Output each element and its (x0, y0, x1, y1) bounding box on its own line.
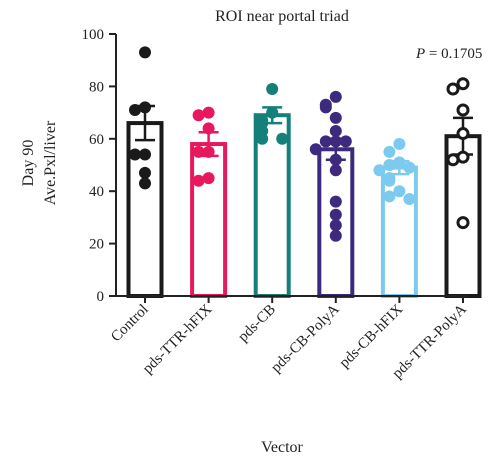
data-point (456, 127, 470, 141)
data-point (456, 103, 470, 117)
data-point (192, 109, 205, 122)
data-point (403, 193, 416, 206)
x-tick-label: pds-CB-PolyA (268, 301, 342, 375)
y-axis-title: Day 90 Ave.Pxl/liver (20, 120, 59, 205)
data-point (276, 132, 289, 145)
data-point (329, 164, 342, 177)
data-point (383, 145, 396, 158)
p-value-text: = 0.1705 (425, 46, 482, 62)
data-point (403, 161, 416, 174)
data-point (319, 135, 332, 148)
y-tick-label: 100 (82, 27, 105, 43)
data-point (446, 153, 460, 167)
data-point (139, 46, 151, 59)
data-point (329, 135, 342, 148)
data-points (129, 46, 470, 242)
data-point (393, 138, 406, 151)
data-point (266, 83, 279, 96)
data-point (329, 124, 342, 137)
data-point (329, 208, 342, 221)
data-point (383, 159, 396, 171)
data-point (456, 150, 470, 164)
y-tick-label: 0 (97, 289, 105, 305)
p-symbol: P (415, 46, 425, 62)
data-point (202, 172, 215, 185)
x-tick-label: pds-CB (235, 302, 279, 346)
data-point (139, 177, 151, 190)
data-point (373, 164, 386, 177)
y-tick-label: 80 (89, 79, 104, 95)
data-point (329, 111, 342, 124)
data-point (192, 145, 205, 158)
data-point (456, 77, 470, 91)
data-point (329, 90, 342, 103)
data-point (129, 148, 141, 161)
y-axis-title-line2: Ave.Pxl/liver (42, 120, 59, 205)
data-point (329, 229, 342, 242)
data-point (192, 174, 205, 187)
data-point (256, 132, 269, 145)
data-point (139, 166, 151, 179)
y-axis: 0 20 40 60 80 100 (82, 27, 117, 305)
y-tick-label: 40 (89, 184, 104, 200)
bar (253, 113, 291, 298)
data-point (446, 82, 460, 96)
y-tick-label: 20 (89, 237, 104, 253)
p-value-annotation: P = 0.1705 (415, 46, 482, 62)
chart-title: ROI near portal triad (215, 8, 349, 25)
data-point (139, 148, 151, 161)
data-point (266, 106, 279, 119)
bars (126, 113, 482, 298)
x-tick-label: pds-CB-hFIX (337, 301, 407, 371)
data-point (202, 145, 215, 158)
data-point (309, 143, 322, 156)
data-point (393, 185, 406, 198)
data-point (139, 101, 151, 114)
data-point (129, 103, 141, 116)
error-bars (135, 104, 473, 176)
data-point (383, 190, 396, 203)
y-axis-title-line1: Day 90 (20, 140, 37, 187)
data-point (202, 122, 215, 135)
data-point (329, 195, 342, 208)
data-point (339, 135, 352, 148)
x-tick-label: Control (108, 302, 152, 346)
data-point (329, 153, 342, 166)
x-axis-title: Vector (261, 439, 303, 456)
data-point (383, 174, 396, 187)
data-point (456, 216, 470, 230)
data-point (329, 219, 342, 232)
bar (190, 142, 228, 298)
data-point (202, 106, 215, 119)
data-point (393, 156, 406, 169)
y-tick-label: 60 (89, 132, 104, 148)
data-point (319, 101, 332, 114)
